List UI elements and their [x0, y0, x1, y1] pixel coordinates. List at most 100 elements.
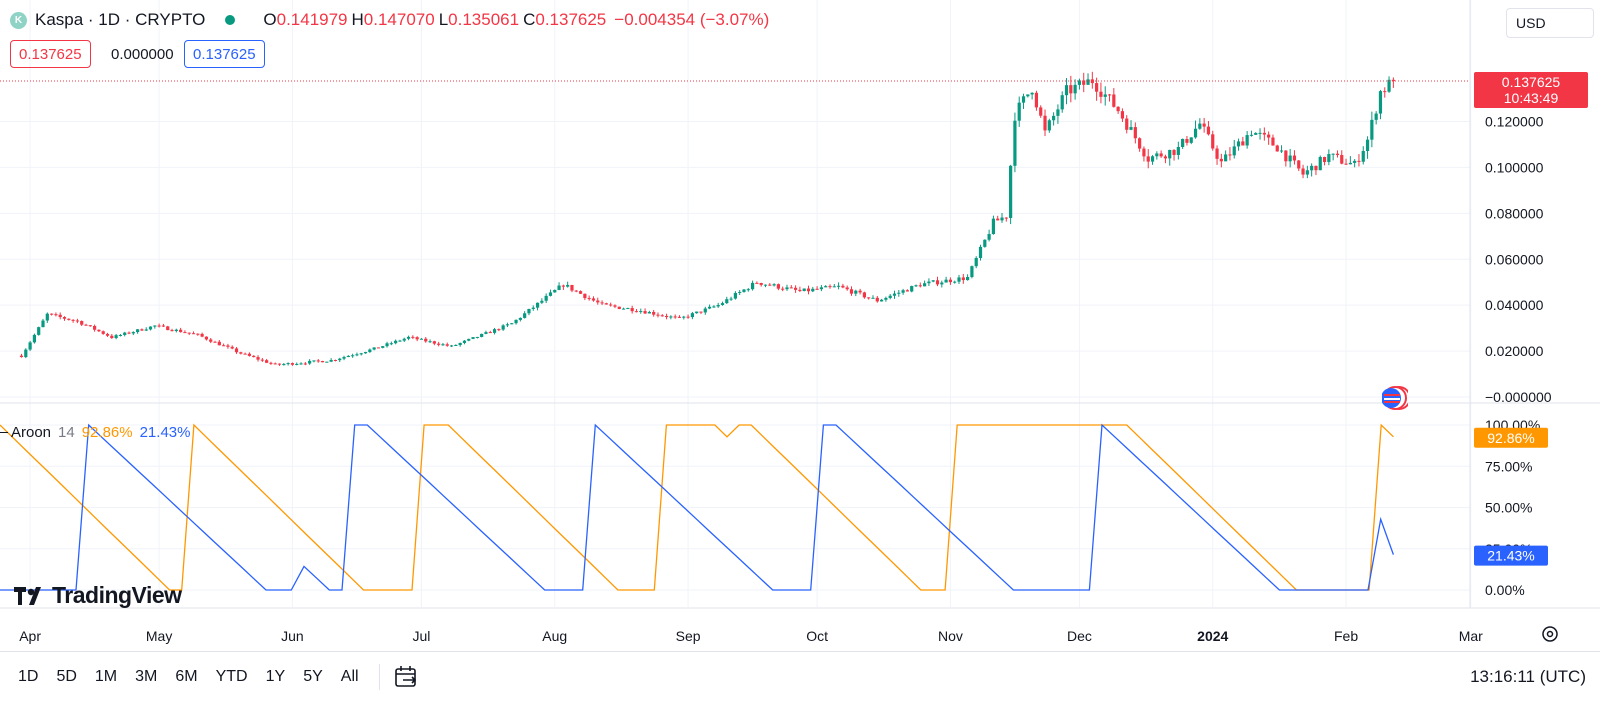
buy-price-button[interactable]: 0.137625: [184, 40, 265, 68]
candle-body: [1077, 80, 1082, 85]
range-all-button[interactable]: All: [340, 667, 359, 685]
candle-body: [123, 332, 127, 335]
candle-body: [1378, 91, 1383, 114]
candle-body: [656, 314, 660, 316]
symbol-title[interactable]: Kaspa · 1D · CRYPTO: [35, 10, 206, 29]
candle-body: [93, 325, 97, 330]
candle-body: [282, 364, 286, 366]
candle-body: [308, 360, 312, 364]
candle-body: [1112, 94, 1116, 107]
chart-settings-icon: [1542, 626, 1558, 642]
candle-body: [1262, 132, 1266, 135]
candle-body: [333, 359, 338, 361]
candle-body: [303, 363, 307, 365]
candle-body: [682, 316, 686, 318]
candle-body: [174, 329, 178, 332]
candle-body: [419, 338, 424, 340]
candle-body: [415, 337, 419, 340]
candle-body: [437, 343, 441, 345]
candle-body: [187, 332, 191, 334]
candle-body: [1107, 94, 1112, 96]
candle-body: [1120, 111, 1125, 119]
candle-body: [1064, 85, 1069, 96]
candle-body: [256, 357, 260, 360]
candle-body: [1043, 115, 1047, 131]
candle-body: [725, 299, 729, 304]
go-to-date-button[interactable]: [394, 665, 420, 689]
high-value: 0.147070: [363, 10, 435, 29]
aroon-legend[interactable]: Aroon 14 92.86% 21.43%: [0, 424, 190, 441]
candle-body: [570, 284, 574, 291]
candle-body: [290, 363, 295, 365]
candle-body: [1103, 94, 1107, 97]
utc-clock[interactable]: 13:16:11 (UTC): [1470, 666, 1586, 686]
candle-body: [424, 338, 428, 342]
spread-value: 0.000000: [111, 45, 174, 63]
open-label: O: [263, 10, 277, 29]
time-tick-label: May: [146, 628, 172, 644]
price-tick-label: 0.120000: [1485, 114, 1544, 130]
candle-body: [45, 313, 49, 321]
range-1d-button[interactable]: 1D: [18, 667, 39, 685]
candle-body: [824, 286, 828, 288]
candle-body: [957, 277, 961, 282]
candle-body: [1082, 80, 1086, 85]
candle-body: [1258, 132, 1262, 134]
close-value: 0.137625: [535, 10, 607, 29]
aroon-tick-label: 0.00%: [1485, 582, 1525, 598]
tradingview-logo-icon: [14, 586, 41, 605]
candle-body: [613, 305, 617, 307]
candle-body: [346, 355, 350, 358]
tradingview-logo[interactable]: TradingView: [14, 582, 182, 609]
candle-body: [329, 359, 333, 362]
range-5d-button[interactable]: 5D: [56, 667, 77, 685]
close-label: C: [523, 10, 536, 29]
candle-body: [1017, 102, 1021, 121]
currency-selector[interactable]: USD: [1506, 8, 1594, 38]
candle-body: [755, 282, 759, 284]
candle-body: [776, 284, 780, 289]
candle-body: [574, 290, 578, 292]
candle-body: [260, 359, 264, 361]
range-ytd-button[interactable]: YTD: [215, 667, 248, 685]
grid: [0, 0, 1472, 607]
range-5y-button[interactable]: 5Y: [303, 667, 323, 685]
candle-body: [243, 353, 247, 355]
candle-body: [295, 363, 299, 365]
candle-body: [880, 299, 884, 302]
candle-body: [746, 289, 750, 291]
candle-body: [798, 289, 802, 292]
candle-body: [247, 353, 252, 356]
range-3m-button[interactable]: 3M: [135, 667, 158, 685]
candle-body: [1052, 115, 1056, 121]
time-tick-label: Feb: [1334, 628, 1358, 644]
candle-body: [1335, 153, 1340, 156]
candle-body: [832, 286, 836, 288]
candle-body: [1387, 79, 1391, 92]
candle-body: [1026, 94, 1030, 97]
candle-body: [974, 258, 978, 267]
candle-body: [862, 292, 867, 298]
candle-body: [514, 319, 518, 324]
candle-body: [273, 363, 277, 365]
candle-body: [351, 355, 355, 357]
us-flag-events-icon[interactable]: [1382, 385, 1408, 411]
range-6m-button[interactable]: 6M: [175, 667, 198, 685]
market-status-icon[interactable]: [225, 15, 236, 25]
candle-body: [841, 285, 845, 288]
chart-area[interactable]: 0.120000 0.100000 0.080000 0.060000 0.040000…: [0, 0, 1600, 651]
candle-body: [789, 287, 793, 289]
candle-body: [940, 282, 944, 285]
range-1m-button[interactable]: 1M: [94, 667, 118, 685]
sell-price-button[interactable]: 0.137625: [10, 40, 91, 68]
candle-body: [578, 291, 583, 294]
range-1y-button[interactable]: 1Y: [265, 667, 286, 685]
candle-body: [910, 286, 914, 292]
candle-body: [1039, 107, 1043, 116]
candle-body: [1267, 134, 1271, 138]
candle-body: [815, 288, 819, 290]
candle-body: [931, 280, 935, 282]
candle-body: [325, 361, 329, 363]
candle-body: [664, 315, 669, 318]
candle-body: [1314, 165, 1318, 171]
